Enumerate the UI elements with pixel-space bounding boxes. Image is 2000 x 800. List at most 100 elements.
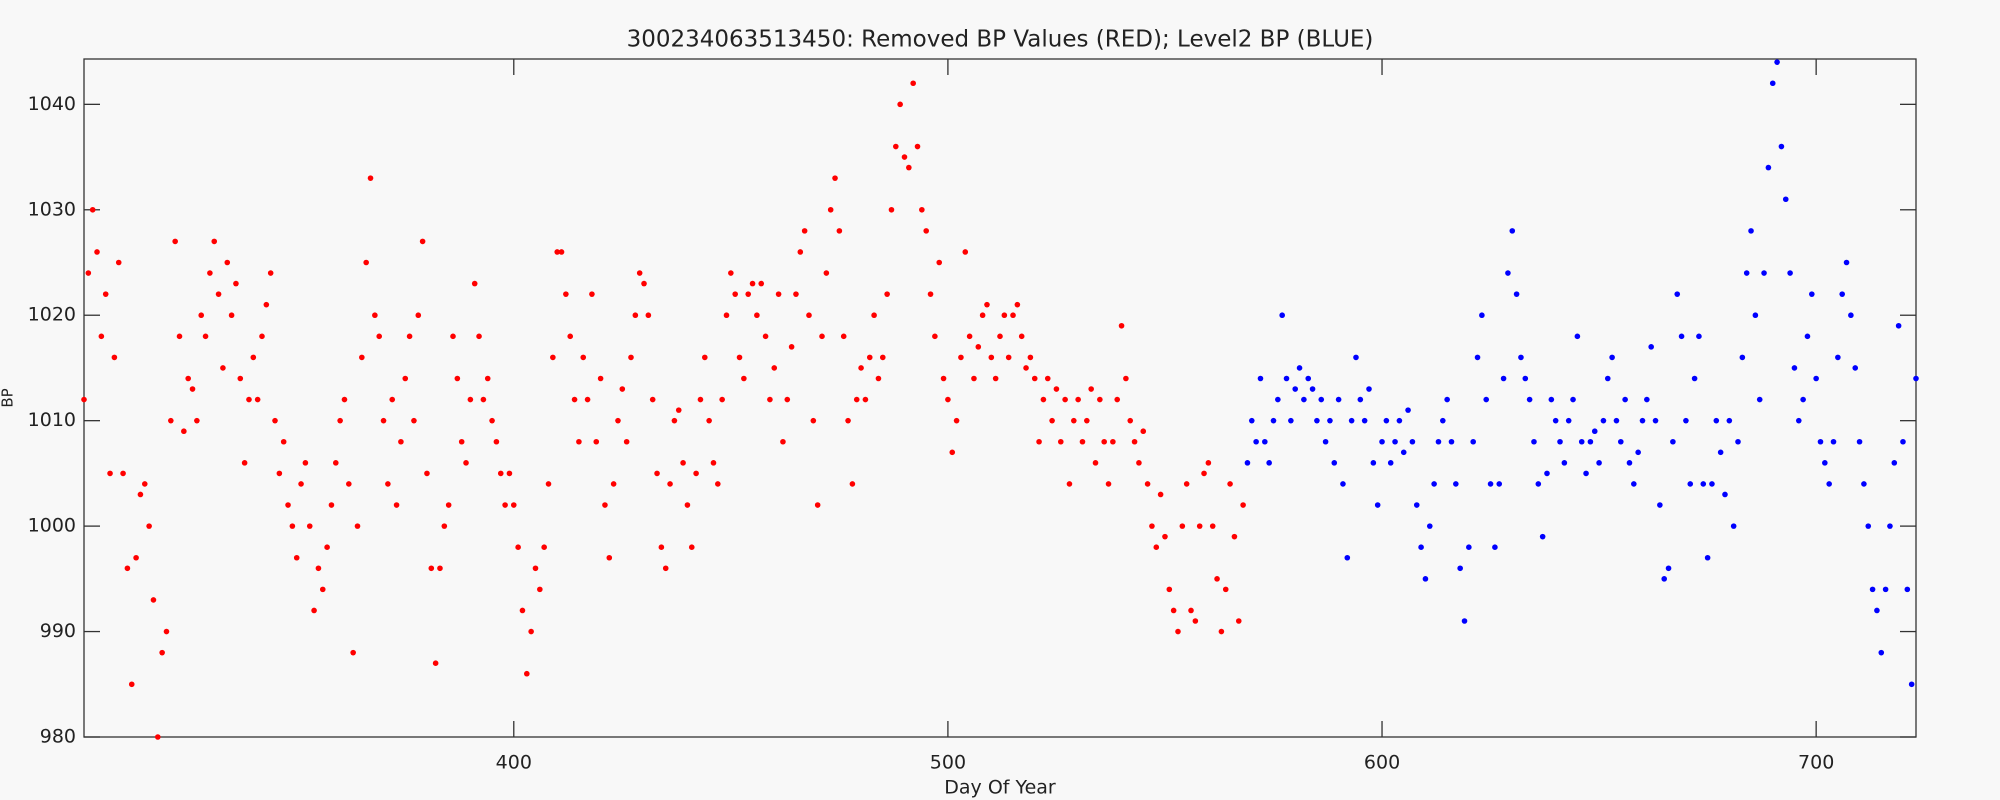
- point: [406, 333, 413, 340]
- point: [324, 544, 330, 551]
- point: [1913, 375, 1919, 382]
- point: [971, 375, 977, 382]
- point: [1366, 386, 1372, 392]
- point: [1110, 438, 1116, 445]
- point: [89, 206, 96, 213]
- point: [1114, 396, 1121, 403]
- point: [1856, 438, 1863, 445]
- point: [1301, 396, 1307, 403]
- point: [1222, 586, 1229, 593]
- point: [771, 365, 778, 371]
- point: [484, 375, 491, 382]
- point: [359, 354, 365, 361]
- point: [1370, 460, 1377, 466]
- point: [1735, 438, 1741, 445]
- point: [936, 259, 943, 266]
- point: [419, 238, 426, 245]
- point: [1257, 375, 1264, 382]
- point: [1492, 544, 1498, 551]
- point: [962, 249, 969, 255]
- y-axis-label: BP: [0, 388, 17, 407]
- point: [1487, 481, 1494, 487]
- point: [510, 502, 517, 508]
- point: [441, 523, 448, 529]
- point: [337, 417, 343, 424]
- chart-title: 300234063513450: Removed BP Values (RED)…: [627, 27, 1374, 53]
- point: [1283, 375, 1290, 382]
- point: [1891, 460, 1898, 466]
- point: [1305, 375, 1312, 382]
- point: [597, 375, 604, 382]
- point: [1327, 417, 1333, 424]
- point: [897, 101, 903, 108]
- point: [1413, 502, 1420, 508]
- point: [1895, 322, 1902, 329]
- point: [732, 291, 738, 297]
- point: [155, 734, 161, 740]
- point: [328, 502, 335, 508]
- point: [1726, 417, 1733, 424]
- point: [1683, 417, 1689, 424]
- point: [1079, 438, 1086, 445]
- point: [1027, 354, 1034, 361]
- point: [1031, 375, 1038, 382]
- point: [172, 238, 178, 245]
- point: [228, 312, 235, 319]
- point: [1140, 428, 1147, 435]
- point: [563, 291, 569, 297]
- point: [1044, 375, 1051, 382]
- point: [306, 523, 313, 529]
- point: [1765, 164, 1772, 171]
- point: [1596, 460, 1602, 466]
- point: [884, 291, 890, 297]
- point: [81, 396, 87, 403]
- point: [1314, 417, 1320, 424]
- point: [1131, 438, 1138, 445]
- point: [293, 554, 300, 561]
- point: [1861, 481, 1867, 487]
- point: [1631, 481, 1637, 487]
- point: [610, 481, 617, 487]
- point: [619, 386, 626, 392]
- point: [749, 280, 756, 287]
- point: [1561, 460, 1568, 466]
- point: [1379, 438, 1385, 445]
- point: [814, 502, 821, 508]
- point: [1318, 396, 1325, 403]
- point: [1040, 396, 1047, 403]
- point: [823, 270, 830, 276]
- point: [571, 396, 578, 403]
- point: [280, 438, 287, 445]
- point: [398, 438, 404, 445]
- point: [1665, 565, 1672, 572]
- point: [1704, 554, 1711, 561]
- point: [463, 460, 469, 466]
- point: [1322, 438, 1329, 445]
- point: [1778, 143, 1785, 150]
- point: [302, 460, 309, 466]
- point: [1574, 333, 1581, 340]
- point: [1869, 586, 1876, 593]
- point: [133, 554, 139, 561]
- point: [194, 417, 200, 424]
- point: [207, 270, 213, 276]
- point: [710, 460, 717, 466]
- point: [932, 333, 938, 340]
- y-tick-label: 990: [40, 620, 76, 642]
- point: [1787, 270, 1793, 276]
- point: [385, 481, 391, 487]
- point: [1852, 365, 1859, 371]
- point: [715, 481, 721, 487]
- point: [1348, 417, 1355, 424]
- point: [1548, 396, 1555, 403]
- point: [220, 365, 226, 371]
- point: [888, 206, 895, 213]
- point: [519, 607, 526, 614]
- point: [1687, 481, 1694, 487]
- point: [1049, 417, 1055, 424]
- point: [1231, 533, 1238, 540]
- point: [1830, 438, 1837, 445]
- point: [1431, 481, 1437, 487]
- point: [311, 607, 317, 614]
- point: [1053, 386, 1060, 392]
